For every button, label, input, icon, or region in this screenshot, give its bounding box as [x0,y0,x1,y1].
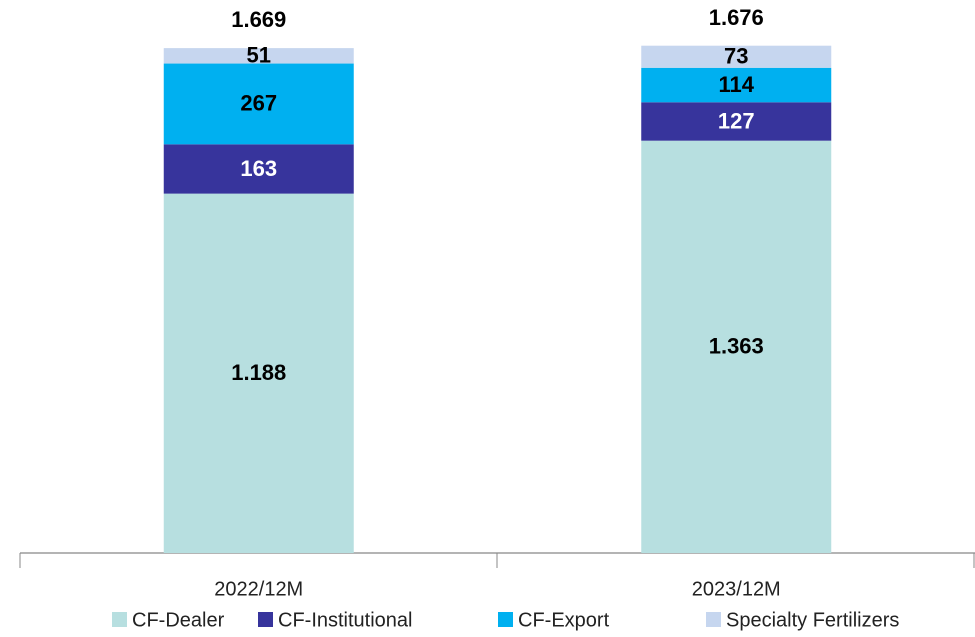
data-label: 267 [240,91,277,116]
bar-segment [163,63,354,145]
data-label: 127 [718,108,755,133]
data-label: 51 [247,43,271,68]
data-label: 114 [719,72,755,97]
bar-segment [641,45,832,68]
data-label: 1.188 [231,360,286,385]
legend-label: CF-Institutional [278,609,413,631]
legend-swatch [706,612,721,627]
data-label: 1.363 [709,334,764,359]
legend-swatch [258,612,273,627]
total-label: 1.669 [231,7,286,32]
data-label: 73 [724,44,748,69]
legend-swatch [112,612,127,627]
legend-swatch [498,612,513,627]
bar-segment [641,67,832,103]
bar-segment [163,193,354,553]
legend-label: Specialty Fertilizers [726,609,899,631]
bar-segment [163,48,354,64]
legend-label: CF-Dealer [132,609,225,631]
legend-label: CF-Export [518,609,610,631]
total-label: 1.676 [709,5,764,30]
bar-segment [641,102,832,141]
bar-segment [163,144,354,194]
x-tick-label: 2022/12M [214,578,303,600]
bar-segment [641,140,832,553]
x-tick-label: 2023/12M [692,578,781,600]
data-label: 163 [240,156,277,181]
